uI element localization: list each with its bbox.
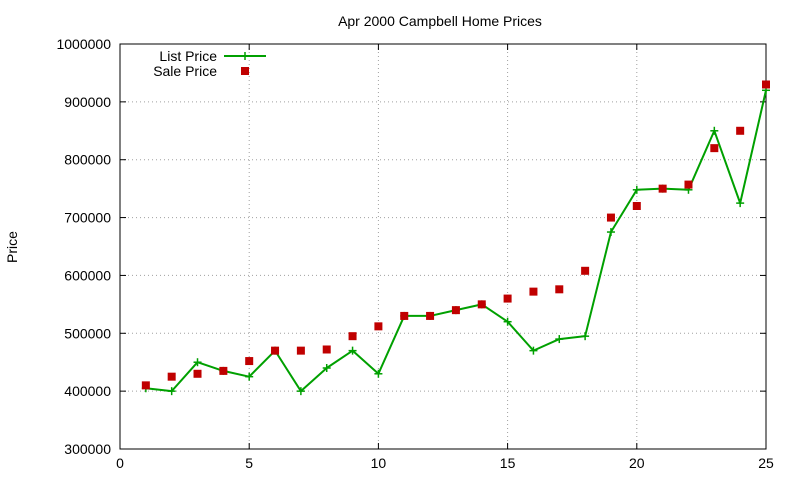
point-list-price [193,358,202,367]
y-tick-label: 500000 [64,325,111,341]
point-sale-price [374,322,383,331]
point-list-price [710,126,719,135]
point-sale-price [322,345,331,354]
grid-layer [120,44,766,449]
point-sale-price [503,294,512,303]
point-sale-price [658,184,667,193]
point-sale-price [477,300,486,309]
point-sale-price [736,126,745,135]
point-list-price [245,372,254,381]
point-sale-price [271,346,280,355]
point-list-price [322,364,331,372]
point-sale-price [632,202,641,210]
point-sale-price [348,332,357,341]
y-tick-label: 1000000 [56,36,111,52]
point-sale-price [581,266,590,275]
tick-layer [119,43,767,450]
point-sale-price [219,366,228,375]
chart-title: Apr 2000 Campbell Home Prices [338,13,542,29]
x-tick-label: 5 [245,455,253,471]
legend: List Price Sale Price [153,48,266,79]
y-tick-label: 400000 [64,383,111,399]
point-sale-price [684,180,693,189]
point-sale-price [426,311,435,320]
point-sale-price [141,381,150,390]
point-list-price [296,387,305,396]
x-tick-label: 25 [758,455,774,471]
point-list-price [167,387,176,396]
x-tick-label: 0 [116,455,124,471]
series-line-list-price [145,90,767,393]
point-sale-price [245,357,254,366]
point-list-price [374,369,383,378]
y-tick-label: 700000 [64,210,111,226]
point-sale-price [710,144,719,153]
y-tick-label: 900000 [64,94,111,110]
point-list-price [348,346,357,355]
point-sale-price [529,287,538,296]
series-layer [141,80,770,396]
x-tick-label: 10 [371,455,387,471]
point-list-price [503,317,512,326]
point-sale-price [296,346,305,355]
point-list-price [529,346,538,355]
legend-mark-list-price [241,52,249,60]
point-list-price [581,332,590,341]
x-tick-label: 15 [500,455,516,471]
point-sale-price [167,372,176,381]
point-sale-price [451,306,460,315]
legend-sample-sale-price [241,67,249,75]
point-sale-price [762,80,770,89]
point-list-price [606,228,615,237]
point-sale-price [555,285,564,294]
legend-label-list-price: List Price [159,48,217,64]
y-tick-label: 800000 [64,152,111,168]
legend-label-sale-price: Sale Price [153,63,217,79]
y-axis-label: Price [4,231,20,263]
y-tick-label: 300000 [64,441,111,457]
x-tick-label: 20 [629,455,645,471]
point-sale-price [193,369,202,378]
legend-sample-list-price [224,52,266,60]
point-list-price [736,199,745,208]
y-tick-labels: 300000 400000 500000 600000 700000 800000 9000… [56,36,111,457]
point-list-price [555,335,564,344]
x-tick-labels: 0 5 10 15 20 25 [116,455,774,471]
y-tick-label: 600000 [64,267,111,283]
point-list-price [632,185,641,194]
plot-frame [119,43,767,450]
legend-mark-sale-price [241,67,249,75]
point-sale-price [400,311,409,320]
point-sale-price [606,213,615,222]
